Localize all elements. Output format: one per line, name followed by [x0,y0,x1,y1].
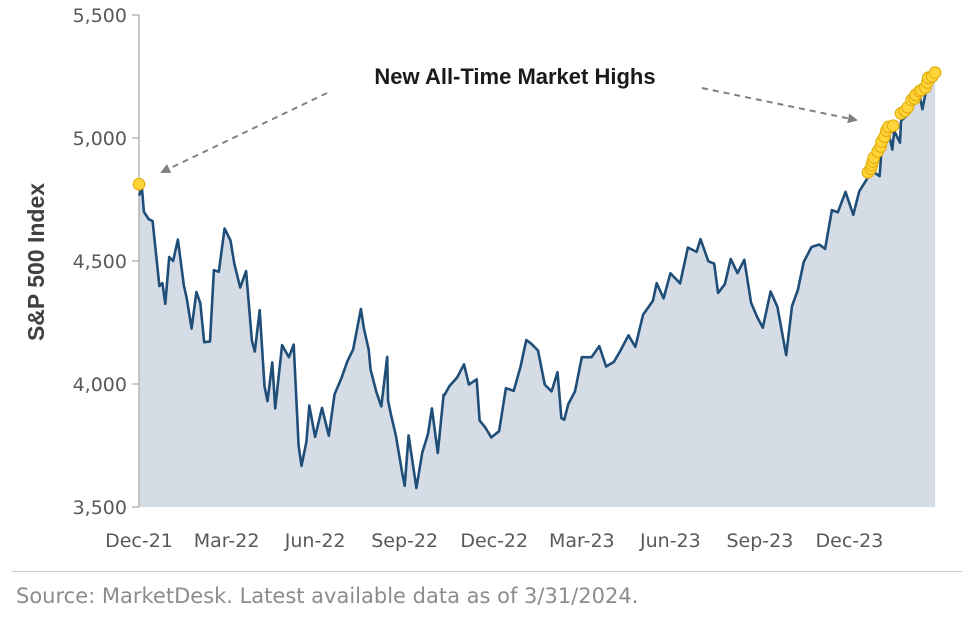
x-tick-label: Sep-23 [726,530,793,552]
x-tick-label: Dec-21 [105,530,173,552]
x-tick-label: Jun-22 [284,530,346,552]
all-time-high-markers [132,66,942,191]
x-tick-label: Jun-23 [639,530,701,552]
x-tick-label: Dec-23 [816,530,884,552]
annotation-arrow-left [160,92,328,174]
x-tick-label: Dec-22 [460,530,528,552]
x-tick-label: Mar-23 [549,530,615,552]
x-tick-label: Sep-22 [371,530,438,552]
y-tick-label: 3,500 [73,497,127,519]
y-axis-label: S&P 500 Index [23,183,49,341]
source-note: Source: MarketDesk. Latest available dat… [16,584,639,608]
all-time-high-point [928,66,942,79]
y-tick-label: 5,500 [73,5,127,27]
index-area-fill [139,75,936,507]
y-tick-label: 4,500 [73,251,127,273]
annotation-label: New All-Time Market Highs [374,64,655,89]
sp500-chart: 3,500 4,000 4,500 5,000 5,500 Dec-21 Mar-22 Ju… [23,5,942,552]
y-tick-label: 5,000 [73,128,127,150]
x-axis-ticks: Dec-21 Mar-22 Jun-22 Sep-22 Dec-22 Mar-23 Jun-… [105,530,883,552]
footer-divider [12,571,962,572]
y-tick-label: 4,000 [73,374,127,396]
all-time-high-point [132,177,146,191]
x-tick-label: Mar-22 [194,530,260,552]
all-time-high-point [886,119,900,132]
y-axis-ticks: 3,500 4,000 4,500 5,000 5,500 [73,5,139,519]
annotation-arrow-right [701,87,858,124]
index-line [137,74,936,490]
